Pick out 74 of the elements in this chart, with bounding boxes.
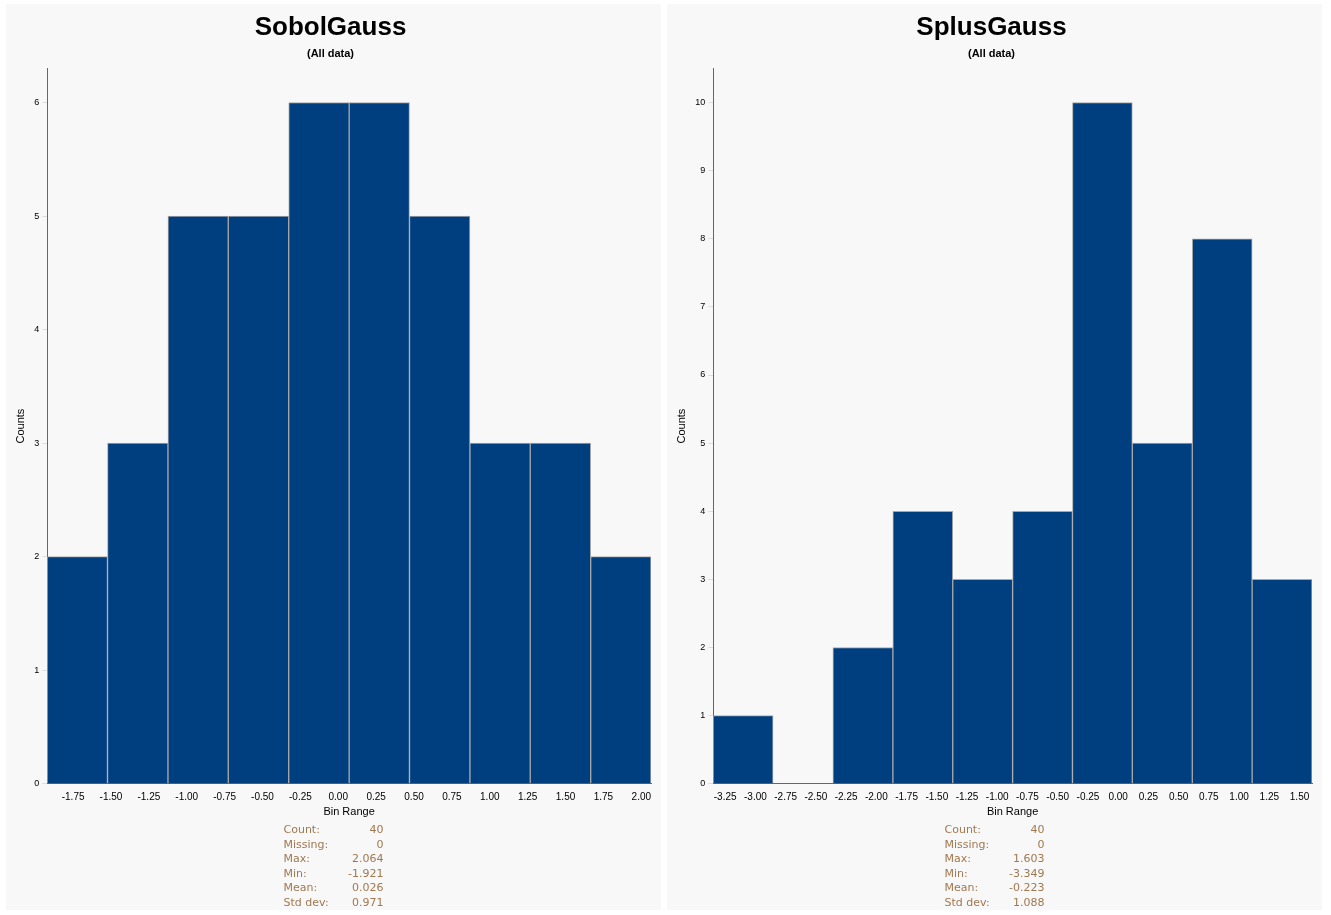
y-tick-label: 8 [700,233,706,244]
text: Missing: 0 [944,837,1045,851]
x-tick-label: -3.25 [713,790,738,802]
x-tick-label: -1.50 [925,790,949,802]
x-tick-label: -2.25 [834,790,858,802]
y-tick-label: 4 [34,324,40,335]
x-tick-label: -1.25 [955,790,979,802]
x-tick-label: -0.75 [1016,790,1040,802]
y-tick-label: 2 [34,551,40,562]
x-tick-label: -0.50 [1046,790,1070,802]
x-tick-label: -0.25 [1076,790,1100,802]
x-tick-label: -1.75 [61,790,85,802]
text: Missing: 0 [283,837,384,851]
text: Std dev: 0.971 [283,895,384,909]
text: Mean: -0.223 [944,881,1045,894]
y-axis-title: Counts [13,408,26,444]
text: Max: 2.064 [283,852,384,865]
x-tick-label: -1.25 [137,790,161,802]
x-tick-label: -1.00 [175,790,199,802]
x-tick-label: 0.75 [442,790,463,802]
x-tick-label: -0.50 [251,790,275,802]
y-tick-label: 4 [700,505,706,516]
y-tick-label: 7 [700,301,706,312]
y-tick-label: 6 [34,96,40,107]
y-tick-label: 1 [700,710,706,721]
x-tick-label: 2.00 [631,790,652,802]
x-tick-label: 0.25 [1138,790,1159,802]
y-tick-label: 5 [700,437,706,448]
x-tick-label: -0.75 [213,790,237,802]
text: Min: -3.349 [944,866,1045,880]
x-tick-label: -1.00 [985,790,1010,802]
y-tick-label: 5 [34,210,40,221]
x-axis-title: Bin Range [323,805,375,818]
x-tick-label: -0.25 [288,790,313,802]
x-tick-label: -3.00 [744,790,768,802]
x-tick-label: 1.50 [1289,790,1310,802]
x-tick-label: -2.75 [774,790,798,802]
x-axis-title: Bin Range [986,805,1039,818]
x-tick-label: 0.25 [366,790,387,802]
x-tick-label: 0.50 [1168,790,1189,802]
x-tick-label: 1.25 [1259,790,1280,802]
chart-title: SplusGauss [916,10,1067,41]
x-tick-label: 1.75 [593,790,614,802]
x-tick-label: 1.00 [480,790,500,802]
text: Count: 40 [944,823,1045,836]
chart-title: SobolGauss [254,10,407,41]
y-tick-label: 6 [700,369,706,380]
y-tick-label: 2 [700,642,706,653]
y-tick-label: 9 [700,165,706,176]
x-tick-label: 0.00 [328,790,349,802]
x-tick-label: 0.00 [1108,790,1129,802]
y-tick-label: 0 [700,778,706,789]
text: Count: 40 [283,823,384,836]
text: Mean: 0.026 [283,881,384,894]
x-tick-label: -1.50 [99,790,123,802]
x-tick-label: -2.00 [864,790,889,802]
x-tick-label: -2.50 [804,790,828,802]
text: Min: -1.921 [283,866,384,880]
chart-subtitle: (All data) [306,46,355,59]
x-tick-label: 1.50 [555,790,576,802]
x-tick-label: 0.50 [404,790,425,802]
x-tick-label: 1.25 [517,790,538,802]
chart-subtitle: (All data) [967,46,1016,59]
x-tick-label: 0.75 [1199,790,1220,802]
y-axis-title: Counts [674,408,687,444]
y-tick-label: 3 [700,573,706,584]
y-tick-label: 0 [34,778,40,789]
x-tick-label: -1.75 [895,790,919,802]
y-tick-label: 10 [695,96,706,107]
text: Std dev: 1.088 [944,895,1045,909]
x-tick-label: 1.00 [1229,790,1250,802]
y-tick-label: 3 [34,437,40,448]
text: Max: 1.603 [944,852,1045,865]
y-tick-label: 1 [34,664,40,675]
